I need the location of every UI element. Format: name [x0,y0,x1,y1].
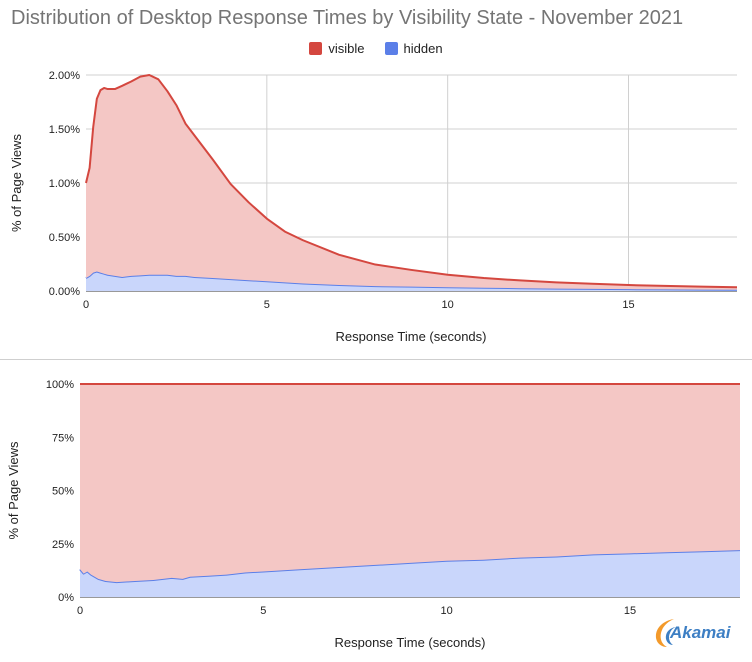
x-tick-label: 10 [442,299,454,311]
y-tick-label: 2.00% [49,70,80,82]
y-tick-label: 0.00% [49,286,80,298]
area-visible [80,384,740,583]
x-tick-label: 0 [83,299,89,311]
chart-title: Distribution of Desktop Response Times b… [11,7,684,29]
top-chart: 0.00% 0.50% 1.00% 1.50% 2.00% 0 5 10 15 Response … [9,70,738,344]
bottom-chart: 0% 25% 50% 75% 100% 0 5 10 15 Response Time (seco… [6,379,741,650]
x-tick-label: 0 [77,605,83,617]
x-axis-title: Response Time (seconds) [335,329,486,344]
x-tick-label: 5 [264,299,270,311]
legend-label-visible: visible [328,41,365,56]
akamai-logo-text: Akamai [670,623,731,642]
line-hidden [85,270,738,291]
y-tick-label: 1.50% [49,124,80,136]
x-tick-label: 15 [624,605,636,617]
legend-swatch-hidden [384,42,398,55]
line-visible [85,74,738,289]
y-tick-label: 1.00% [49,178,80,190]
y-tick-label: 100% [46,379,74,391]
legend-label-hidden: hidden [403,41,443,56]
y-tick-label: 0.50% [49,232,80,244]
x-tick-label: 5 [260,605,266,617]
chart-divider [0,359,752,360]
y-axis-title: % of Page Views [9,133,24,232]
area-hidden [80,550,740,597]
y-axis-title: % of Page Views [6,441,21,540]
x-tick-label: 15 [622,299,634,311]
area-visible [86,75,737,290]
legend-item-visible[interactable]: visible [309,41,365,56]
akamai-logo-icon [655,619,676,647]
y-tick-label: 25% [52,539,74,551]
legend-item-hidden[interactable]: hidden [384,41,443,56]
akamai-logo: Akamai [652,615,744,649]
x-tick-label: 10 [441,605,453,617]
y-tick-label: 75% [52,432,74,444]
area-hidden [86,271,737,291]
y-tick-label: 0% [58,592,74,604]
x-axis-title: Response Time (seconds) [334,635,485,650]
y-tick-label: 50% [52,486,74,498]
legend-swatch-visible [309,42,323,55]
legend: visible hidden [0,41,752,56]
